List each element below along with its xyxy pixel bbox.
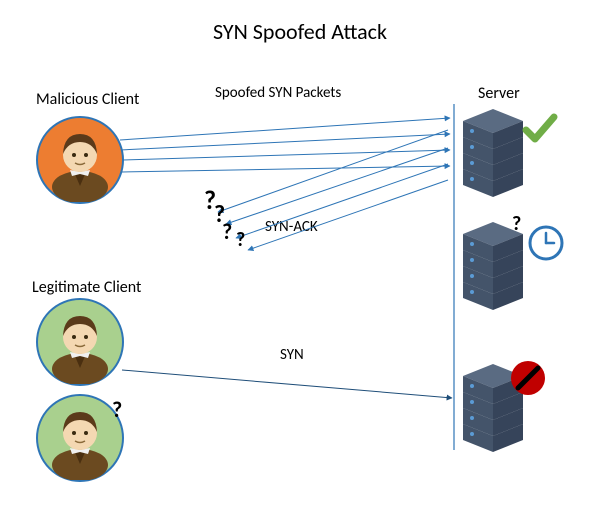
blocked-icon: [509, 359, 547, 402]
diagram-title: SYN Spoofed Attack: [185, 18, 415, 45]
client2-question-icon: ?: [112, 396, 122, 423]
spoofed-qmark-4: ?: [236, 228, 245, 252]
clock-icon: [527, 224, 565, 267]
checkmark-icon: [522, 112, 558, 149]
malicious-client-label: Malicious Client: [36, 90, 139, 109]
server-stack-1: [460, 105, 526, 202]
spoofed-packets-label: Spoofed SYN Packets: [215, 84, 341, 102]
legitimate-client-avatar-1: [36, 298, 124, 386]
syn-label: SYN: [280, 346, 304, 364]
legitimate-client-label: Legitimate Client: [32, 278, 141, 297]
server2-question-icon: ?: [512, 212, 521, 236]
spoofed-qmark-3: ?: [222, 218, 232, 245]
syn-ack-label: SYN-ACK: [265, 218, 318, 236]
server-label: Server: [478, 84, 520, 103]
malicious-client-avatar: [36, 116, 124, 204]
legitimate-client-avatar-2: [36, 394, 124, 482]
